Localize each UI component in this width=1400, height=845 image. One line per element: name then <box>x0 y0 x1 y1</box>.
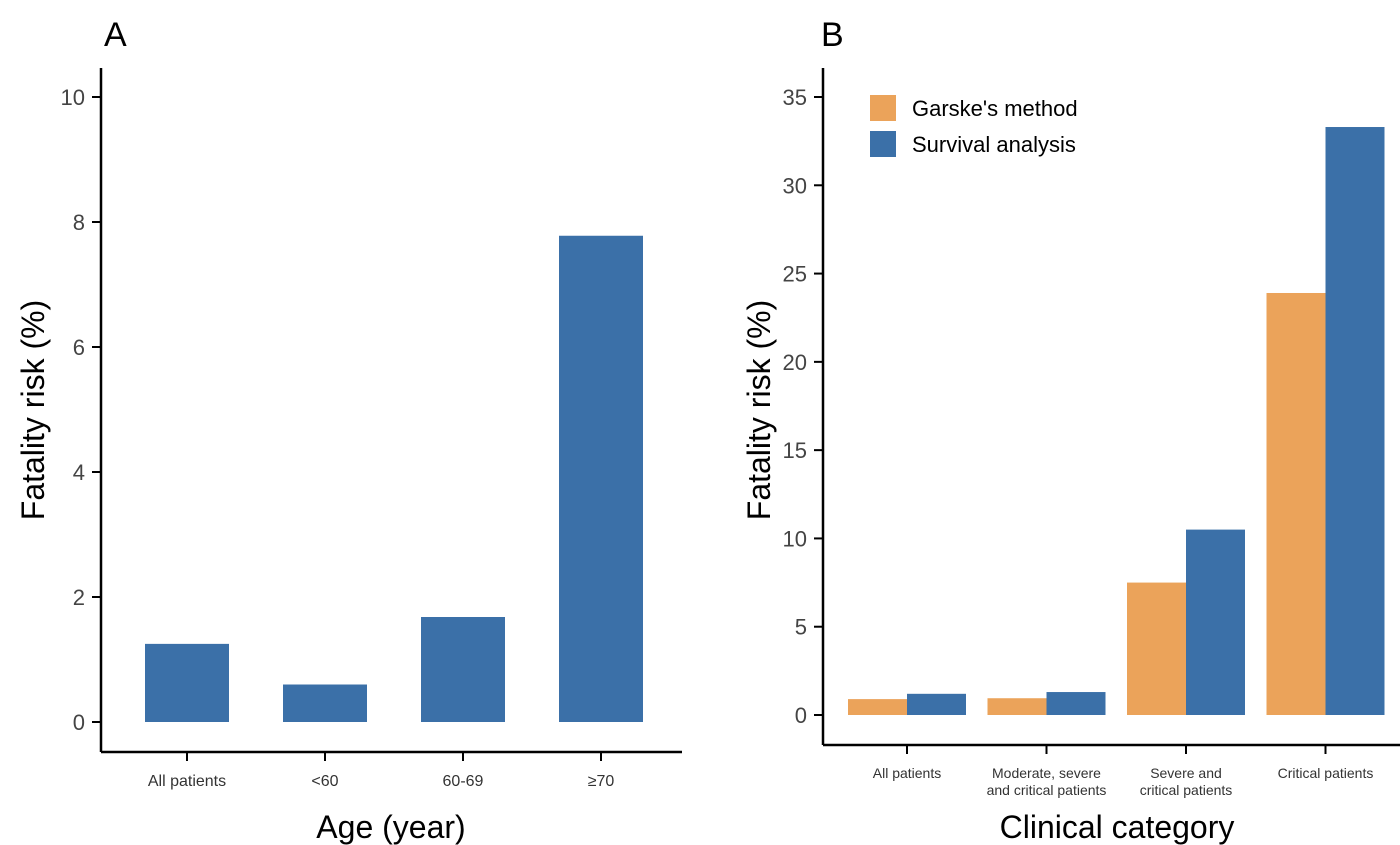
panel-b-bar-garske-s-method-1 <box>848 699 907 715</box>
panel-a-y-tick-label: 2 <box>73 585 85 610</box>
panel-b-x-tick-label: Moderate, severe and critical patients <box>987 765 1107 798</box>
panel-b-bar-survival-analysis-1 <box>907 693 966 715</box>
panel-a-x-tick-label: ≥70 <box>588 773 615 790</box>
panel-b-y-tick-label: 30 <box>783 173 807 198</box>
panel-a-label: A <box>104 16 127 54</box>
panel-b-bar-garske-s-method-3 <box>1127 582 1186 715</box>
panel-b-y-tick-label: 15 <box>783 438 807 463</box>
panel-b-bar-survival-analysis-2 <box>1046 692 1106 715</box>
panel-a-y-tick-label: 6 <box>73 335 85 360</box>
panel-b-bar-survival-analysis-4 <box>1325 127 1385 715</box>
panel-b-x-tick-label: Severe and critical patients <box>1140 765 1233 798</box>
panel-a-y-ticks: 0 2 4 6 8 10 <box>61 85 101 735</box>
panel-b-x-tick-label: All patients <box>873 765 941 781</box>
panel-a-bars <box>145 235 643 722</box>
panel-b-y-axis-title: Fatality risk (%) <box>741 300 777 520</box>
panel-b-bar-survival-analysis-3 <box>1186 529 1245 715</box>
panel-b-y-tick-label: 20 <box>783 350 807 375</box>
panel-b-y-tick-label: 5 <box>795 615 807 640</box>
panel-a-bar-1 <box>145 643 229 722</box>
legend-swatch-1 <box>870 95 896 121</box>
panel-a-y-tick-label: 10 <box>61 85 85 110</box>
panel-b-bars <box>848 127 1385 715</box>
panel-a-x-tick-label: All patients <box>148 773 226 790</box>
legend-label-2: Survival analysis <box>912 132 1076 157</box>
panel-b-legend: Garske's method Survival analysis <box>870 95 1078 157</box>
panel-a-bar-4 <box>559 235 643 722</box>
panel-a-y-axis-title: Fatality risk (%) <box>15 300 51 520</box>
panel-b-y-ticks: 0 5 10 15 20 25 30 35 <box>783 85 823 728</box>
panel-b-bar-garske-s-method-4 <box>1266 292 1326 715</box>
panel-a-x-axis-title: Age (year) <box>316 809 465 845</box>
panel-b-bar-garske-s-method-2 <box>987 698 1047 715</box>
panel-a-bar-2 <box>283 684 367 722</box>
panel-a-y-tick-label: 4 <box>73 460 85 485</box>
panel-b-label: B <box>821 16 844 54</box>
panel-b-x-tick-label: Critical patients <box>1278 765 1374 781</box>
panel-a-x-tick-label: <60 <box>311 773 338 790</box>
legend-swatch-2 <box>870 131 896 157</box>
panel-b-y-tick-label: 0 <box>795 703 807 728</box>
panel-a-y-tick-label: 0 <box>73 710 85 735</box>
panel-a-x-tick-label: 60-69 <box>443 773 484 790</box>
panel-b-y-tick-label: 35 <box>783 85 807 110</box>
panel-a: A 0 2 4 6 8 10 All patients <60 60-69 ≥70 Age (y… <box>15 16 682 845</box>
panel-a-y-tick-label: 8 <box>73 210 85 235</box>
panel-b-x-axis-title: Clinical category <box>1000 809 1235 845</box>
panel-a-x-ticks: All patients <60 60-69 ≥70 <box>148 752 615 790</box>
panel-b-y-tick-label: 25 <box>783 262 807 287</box>
legend-label-1: Garske's method <box>912 96 1078 121</box>
panel-b: B 0 5 10 15 20 25 30 35 All patients Moderate, s… <box>741 16 1400 845</box>
panel-b-x-ticks: All patients Moderate, severe and critical… <box>873 745 1374 798</box>
panel-a-bar-3 <box>421 617 505 722</box>
panel-b-y-tick-label: 10 <box>783 526 807 551</box>
